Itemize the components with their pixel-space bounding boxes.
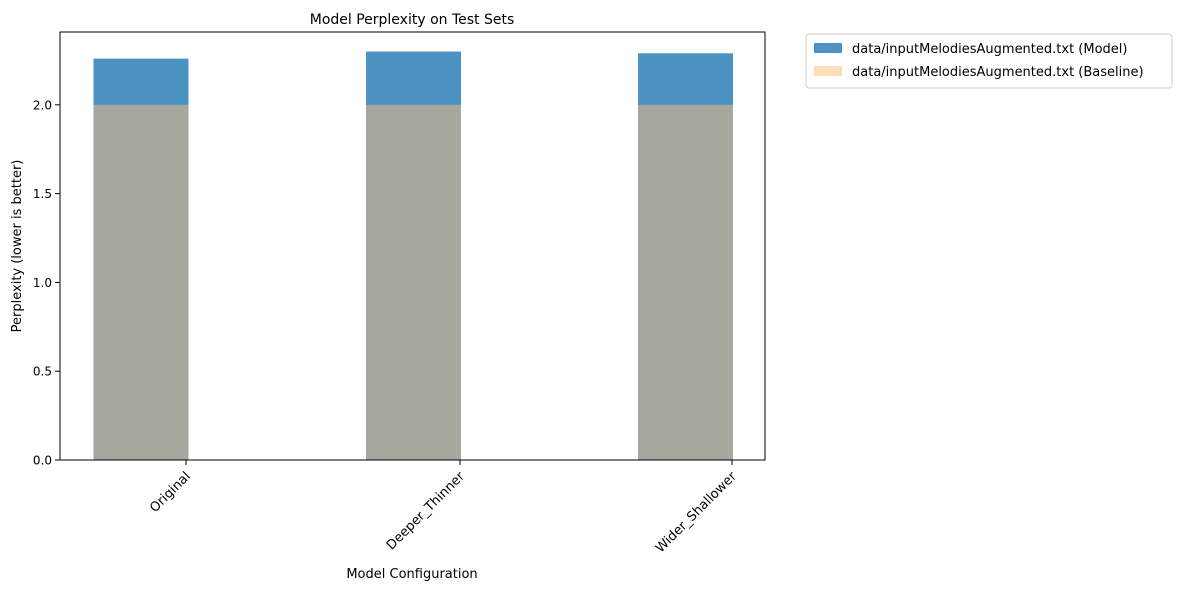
bar-baseline-wider-shallower bbox=[638, 104, 733, 460]
bar-baseline-deeper-thinner bbox=[366, 104, 461, 460]
baseline-bars bbox=[93, 104, 733, 460]
legend-box bbox=[805, 33, 1173, 89]
plot-frame bbox=[59, 31, 766, 461]
y-tick-label: 0.5 bbox=[33, 365, 52, 379]
x-tick-label: Original bbox=[147, 469, 194, 516]
y-tick-label: 1.5 bbox=[33, 187, 52, 201]
legend: data/inputMelodiesAugmented.txt (Model) … bbox=[805, 33, 1173, 89]
x-axis: Original Deeper_Thinner Wider_Shallower bbox=[147, 460, 740, 556]
legend-swatch-model bbox=[814, 43, 842, 53]
x-axis-label: Model Configuration bbox=[346, 567, 477, 582]
x-tick-label: Deeper_Thinner bbox=[384, 469, 468, 553]
x-tick-label: Wider_Shallower bbox=[653, 469, 740, 556]
y-axis-label: Perplexity (lower is better) bbox=[10, 160, 25, 333]
y-tick-label: 2.0 bbox=[33, 98, 52, 112]
bar-baseline-original bbox=[93, 104, 189, 460]
y-tick-label: 0.0 bbox=[33, 454, 52, 468]
y-tick-label: 1.0 bbox=[33, 276, 52, 290]
legend-label-model: data/inputMelodiesAugmented.txt (Model) bbox=[852, 42, 1127, 57]
y-axis: 0.0 0.5 1.0 1.5 2.0 bbox=[33, 98, 60, 468]
chart-title: Model Perplexity on Test Sets bbox=[310, 12, 515, 28]
legend-swatch-baseline bbox=[814, 66, 842, 76]
legend-label-baseline: data/inputMelodiesAugmented.txt (Baselin… bbox=[852, 65, 1144, 80]
